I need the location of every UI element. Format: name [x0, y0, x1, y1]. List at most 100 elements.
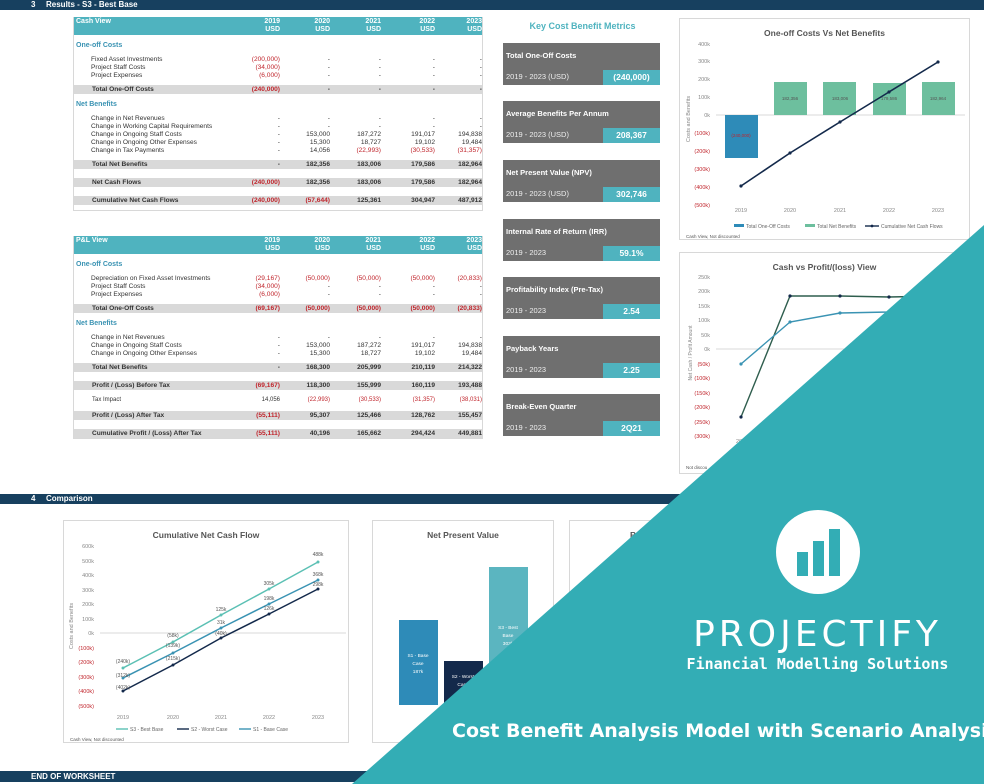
svg-text:400k: 400k — [698, 42, 710, 48]
svg-text:300k: 300k — [698, 59, 710, 65]
projectify-logo-icon — [776, 510, 860, 594]
metric-card: Net Present Value (NPV) 2019 - 2023 (USD)… — [503, 160, 660, 202]
svg-text:126k: 126k — [264, 606, 275, 612]
svg-text:(500k): (500k) — [78, 704, 94, 710]
metric-card: Total One-Off Costs 2019 - 2023 (USD) (240… — [503, 43, 660, 85]
chart-cumulative-net-cash-flow: Cumulative Net Cash Flow 600k 500k 400k 300… — [63, 520, 349, 743]
svg-text:(300k): (300k) — [78, 675, 94, 681]
chart-net-present-value: Net Present Value S1 - Base Case 187k S2 -… — [372, 520, 554, 743]
svg-text:S2 - Worst: S2 - Worst — [452, 674, 475, 680]
cash-view-header: Cash View 2019 USD 2020 USD 2021 USD 2022 US… — [74, 17, 482, 35]
cash-view-table: Cash View 2019 USD 2020 USD 2021 USD 2022 US… — [73, 17, 483, 211]
metrics-title: Key Cost Benefit Metrics — [529, 21, 636, 31]
table-row: Tax Impact 14,056 (22,993) (30,533) (31,357)… — [92, 397, 482, 403]
svg-text:187k: 187k — [413, 669, 424, 675]
table-row: Project Expenses (6,000) - - - - — [91, 291, 482, 298]
svg-text:2021: 2021 — [215, 715, 227, 721]
chart-plot: S1 - Base Case 187k S2 - Worst Case S3 - Be… — [399, 567, 528, 705]
svg-text:100k: 100k — [698, 318, 710, 324]
svg-text:0k: 0k — [704, 347, 710, 353]
chart-title: One-off Costs Vs Net Benefits — [764, 28, 885, 38]
section-label: Net Benefits — [76, 101, 117, 108]
table-row: Project Staff Costs (34,000) - - - - — [91, 283, 482, 290]
metric-card: Internal Rate of Return (IRR) 2019 - 2023… — [503, 219, 660, 261]
svg-text:2023: 2023 — [932, 208, 944, 214]
product-headline: Cost Benefit Analysis Model with Scenari… — [452, 720, 984, 742]
svg-text:(50k): (50k) — [697, 362, 710, 368]
svg-text:(240k): (240k) — [116, 659, 131, 665]
brand-tagline: Financial Modelling Solutions — [686, 655, 949, 673]
svg-text:(250k): (250k) — [694, 420, 710, 426]
svg-text:2019: 2019 — [735, 208, 747, 214]
metric-card: Profitability Index (Pre-Tax) 2019 - 2023… — [503, 277, 660, 319]
svg-text:305k: 305k — [264, 581, 275, 587]
table-row: Fixed Asset Investments (200,000) - - - - — [91, 56, 482, 63]
svg-text:303k: 303k — [503, 641, 514, 647]
svg-text:(312k): (312k) — [116, 673, 131, 679]
section-label: Net Benefits — [76, 320, 117, 327]
total-row: Total Net Benefits -182,356 183,006 179,586… — [74, 160, 482, 169]
svg-text:Case: Case — [457, 682, 469, 688]
svg-text:(200k): (200k) — [694, 149, 710, 155]
svg-text:488k: 488k — [313, 552, 324, 558]
total-row: Profit / (Loss) After Tax (55,111) 95,307 1… — [74, 411, 482, 420]
chart-cash-vs-profit: Cash vs Profit/(loss) View 250k 200k 150k 1… — [679, 252, 970, 474]
svg-text:150k: 150k — [698, 304, 710, 310]
svg-text:50k: 50k — [701, 333, 710, 339]
chart-title: Cumulative Net Cash Flow — [152, 530, 260, 540]
svg-text:(240,000): (240,000) — [731, 133, 751, 138]
metric-card: Payback Years 2019 - 2023 2.25 — [503, 336, 660, 378]
svg-text:368k: 368k — [313, 572, 324, 578]
table-row: Change in Ongoing Staff Costs -153,000 187… — [91, 131, 482, 138]
svg-text:2019: 2019 — [736, 439, 748, 445]
total-row: Cumulative Profit / (Loss) After Tax (55,… — [74, 429, 482, 438]
svg-text:200k: 200k — [82, 602, 94, 608]
chart-plot: 600k 500k 400k 300k 200k 100k 0k (100k) (200k) (… — [69, 544, 346, 742]
svg-text:298k: 298k — [313, 582, 324, 588]
svg-text:Costs and Benefits: Costs and Benefits — [69, 603, 75, 649]
svg-text:(215k): (215k) — [166, 656, 181, 662]
svg-text:Total Net Benefits: Total Net Benefits — [817, 224, 857, 230]
svg-text:0k: 0k — [88, 631, 94, 637]
svg-text:Cash View, Not discounted: Cash View, Not discounted — [70, 737, 124, 742]
section-number: 4 — [31, 494, 36, 503]
table-row: Change in Net Revenues - - - - - — [91, 115, 482, 122]
table-row: Change in Ongoing Other Expenses -15,300 1… — [91, 350, 482, 357]
pl-view-table: P&L View 2019 USD 2020 USD 2021 USD 2022 USD… — [73, 236, 483, 439]
chart-plot: 250k 200k 150k 100k 50k 0k (50k) (100k) (150k) (… — [686, 275, 965, 470]
section-number: 3 — [31, 0, 36, 9]
total-row: Net Cash Flows (240,000) 182,356 183,006 179… — [74, 178, 482, 187]
metric-card: Break-Even Quarter 2019 - 2023 2Q21 — [503, 394, 660, 436]
svg-text:(300k): (300k) — [694, 167, 710, 173]
total-row: Cumulative Net Cash Flows (240,000) (57,64… — [74, 196, 482, 205]
svg-text:179,586: 179,586 — [881, 96, 898, 101]
svg-text:600k: 600k — [82, 544, 94, 550]
svg-text:182,964: 182,964 — [930, 96, 947, 101]
svg-text:Cumulative Net Cash Flows: Cumulative Net Cash Flows — [881, 224, 943, 230]
svg-text:2019: 2019 — [117, 715, 129, 721]
svg-text:(200k): (200k) — [694, 405, 710, 411]
svg-text:400k: 400k — [82, 573, 94, 579]
table-row: Project Staff Costs (34,000) - - - - — [91, 64, 482, 71]
svg-text:2022: 2022 — [263, 715, 275, 721]
chart-plot: 400k 300k 200k 100k 0k (100k) (200k) (300k) (40… — [686, 42, 965, 239]
svg-text:100k: 100k — [82, 617, 94, 623]
svg-text:2021: 2021 — [834, 208, 846, 214]
svg-text:Cash View, Not discounted: Cash View, Not discounted — [686, 234, 740, 239]
svg-text:125k: 125k — [216, 607, 227, 613]
svg-text:S3 - Best Base: S3 - Best Base — [130, 727, 164, 733]
svg-text:Base: Base — [503, 633, 514, 639]
svg-text:Not discou: Not discou — [686, 465, 708, 470]
svg-text:500k: 500k — [82, 559, 94, 565]
svg-text:(200k): (200k) — [78, 660, 94, 666]
svg-text:2020: 2020 — [167, 715, 179, 721]
svg-text:198k: 198k — [264, 596, 275, 602]
svg-text:S3 - Best: S3 - Best — [498, 625, 518, 631]
svg-text:S1 - Base: S1 - Base — [407, 653, 428, 659]
svg-text:(100k): (100k) — [694, 376, 710, 382]
table-row: Change in Net Revenues - - - - - — [91, 334, 482, 341]
svg-text:250k: 250k — [698, 275, 710, 281]
chart-oneoff-vs-benefits: One-off Costs Vs Net Benefits 400k 300k 20… — [679, 18, 970, 240]
table-row: Change in Ongoing Other Expenses -15,300 1… — [91, 139, 482, 146]
svg-text:(150k): (150k) — [694, 391, 710, 397]
